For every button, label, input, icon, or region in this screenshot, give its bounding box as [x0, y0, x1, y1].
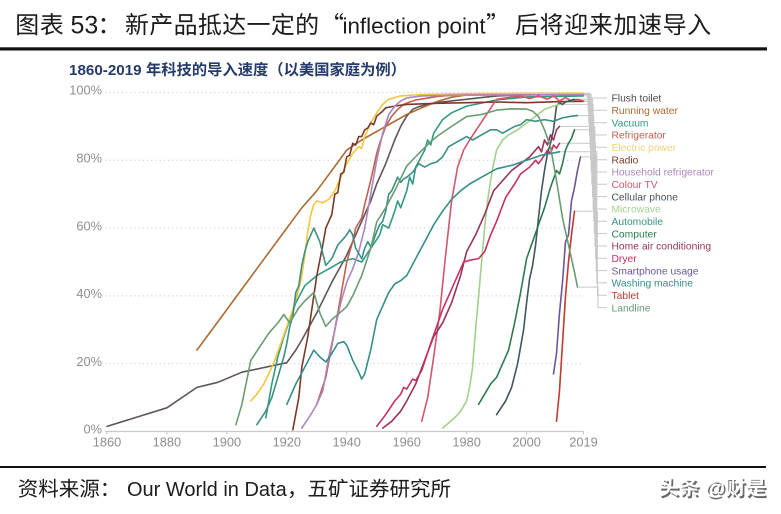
svg-text:Flush toilet: Flush toilet	[612, 94, 662, 105]
svg-text:Colour TV: Colour TV	[612, 180, 658, 191]
svg-text:inflection point: inflection point	[343, 13, 487, 38]
svg-text:Landline: Landline	[612, 303, 651, 314]
svg-text:Cellular phone: Cellular phone	[612, 192, 679, 203]
svg-text:Refrigerator: Refrigerator	[612, 131, 667, 142]
svg-text:2019: 2019	[569, 435, 597, 450]
svg-text:1940: 1940	[332, 435, 360, 450]
svg-text:100%: 100%	[69, 83, 102, 98]
svg-text:40%: 40%	[76, 286, 102, 301]
svg-text:@: @	[707, 479, 727, 502]
svg-text:Microwave: Microwave	[612, 205, 661, 216]
svg-text:1880: 1880	[153, 435, 181, 450]
svg-text:1920: 1920	[273, 435, 301, 450]
svg-text:Computer: Computer	[612, 229, 658, 240]
svg-text:1860: 1860	[93, 435, 121, 450]
svg-text:0%: 0%	[84, 422, 103, 437]
svg-text:Washing machine: Washing machine	[612, 279, 694, 290]
svg-text:@: @	[705, 477, 725, 500]
svg-text:60%: 60%	[76, 218, 102, 233]
svg-text:Smartphone usage: Smartphone usage	[612, 266, 699, 277]
svg-text:2000: 2000	[512, 435, 540, 450]
svg-text:Vacuum: Vacuum	[612, 118, 649, 129]
svg-text:1860-2019: 1860-2019	[69, 62, 142, 79]
svg-text:Automobile: Automobile	[612, 217, 664, 228]
svg-text:Electric power: Electric power	[612, 143, 677, 154]
svg-text:Radio: Radio	[612, 155, 639, 166]
svg-text:Our World in Data: Our World in Data	[127, 479, 288, 501]
svg-text:53: 53	[71, 11, 99, 39]
svg-text:Dryer: Dryer	[612, 254, 638, 265]
svg-text:Household refrigerator: Household refrigerator	[612, 168, 715, 179]
svg-text:80%: 80%	[76, 151, 102, 166]
svg-text:20%: 20%	[76, 354, 102, 369]
svg-text:Home air conditioning: Home air conditioning	[612, 242, 712, 253]
svg-text:1900: 1900	[213, 435, 241, 450]
svg-text:Tablet: Tablet	[612, 291, 640, 302]
svg-text:1960: 1960	[392, 435, 420, 450]
svg-text:Running water: Running water	[612, 106, 679, 117]
svg-text:1980: 1980	[452, 435, 480, 450]
